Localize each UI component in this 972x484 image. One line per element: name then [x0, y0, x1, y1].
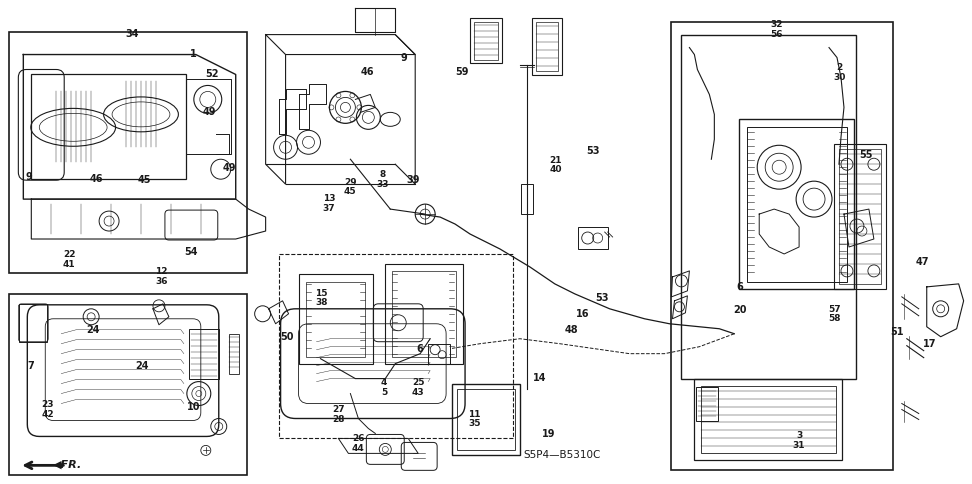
Text: 54: 54 — [185, 247, 198, 257]
Text: 6: 6 — [737, 281, 744, 291]
Text: 23
42: 23 42 — [42, 399, 54, 418]
Text: 20: 20 — [733, 304, 746, 315]
Text: 32
56: 32 56 — [771, 20, 783, 39]
Text: 29
45: 29 45 — [344, 177, 357, 196]
Text: 51: 51 — [890, 326, 904, 336]
Text: 24: 24 — [87, 324, 100, 334]
Text: 48: 48 — [565, 324, 578, 334]
Text: 57
58: 57 58 — [828, 304, 841, 323]
Text: 49: 49 — [203, 106, 217, 117]
Text: 1: 1 — [190, 49, 196, 59]
Text: 47: 47 — [916, 257, 929, 266]
Text: 46: 46 — [361, 67, 374, 77]
Text: 21
40: 21 40 — [549, 155, 562, 174]
Text: ◀FR.: ◀FR. — [53, 458, 83, 469]
Text: 46: 46 — [89, 173, 103, 183]
Text: 25
43: 25 43 — [412, 378, 425, 396]
Text: 2
30: 2 30 — [834, 63, 846, 81]
Text: 19: 19 — [542, 428, 556, 438]
Text: 45: 45 — [138, 174, 152, 184]
Text: 16: 16 — [576, 308, 590, 318]
Text: 4
5: 4 5 — [381, 378, 388, 396]
Text: 26
44: 26 44 — [352, 433, 364, 452]
Text: 6: 6 — [417, 343, 424, 353]
Text: 50: 50 — [281, 331, 295, 341]
Text: 13
37: 13 37 — [323, 194, 335, 213]
Text: 15
38: 15 38 — [315, 288, 328, 307]
Text: 22
41: 22 41 — [63, 250, 76, 268]
Text: 27
28: 27 28 — [332, 404, 345, 423]
Text: 49: 49 — [223, 162, 236, 172]
Text: 55: 55 — [859, 150, 873, 160]
Text: 52: 52 — [205, 69, 219, 79]
Text: 53: 53 — [586, 145, 600, 155]
Text: 17: 17 — [923, 338, 937, 348]
Text: 39: 39 — [406, 174, 420, 184]
Text: 10: 10 — [187, 401, 200, 411]
Text: 34: 34 — [125, 29, 139, 39]
Text: 59: 59 — [455, 67, 469, 77]
Text: 8
33: 8 33 — [376, 170, 389, 189]
Text: S5P4—B5310C: S5P4—B5310C — [523, 449, 601, 459]
Text: 9: 9 — [25, 172, 32, 182]
Text: 14: 14 — [533, 372, 546, 382]
Text: 12
36: 12 36 — [156, 267, 167, 285]
Text: 7: 7 — [27, 360, 34, 370]
Text: 11
35: 11 35 — [469, 409, 480, 427]
Text: 53: 53 — [596, 292, 609, 302]
Text: 24: 24 — [135, 360, 149, 370]
Text: 3
31: 3 31 — [793, 431, 806, 449]
Text: 9: 9 — [400, 53, 407, 62]
